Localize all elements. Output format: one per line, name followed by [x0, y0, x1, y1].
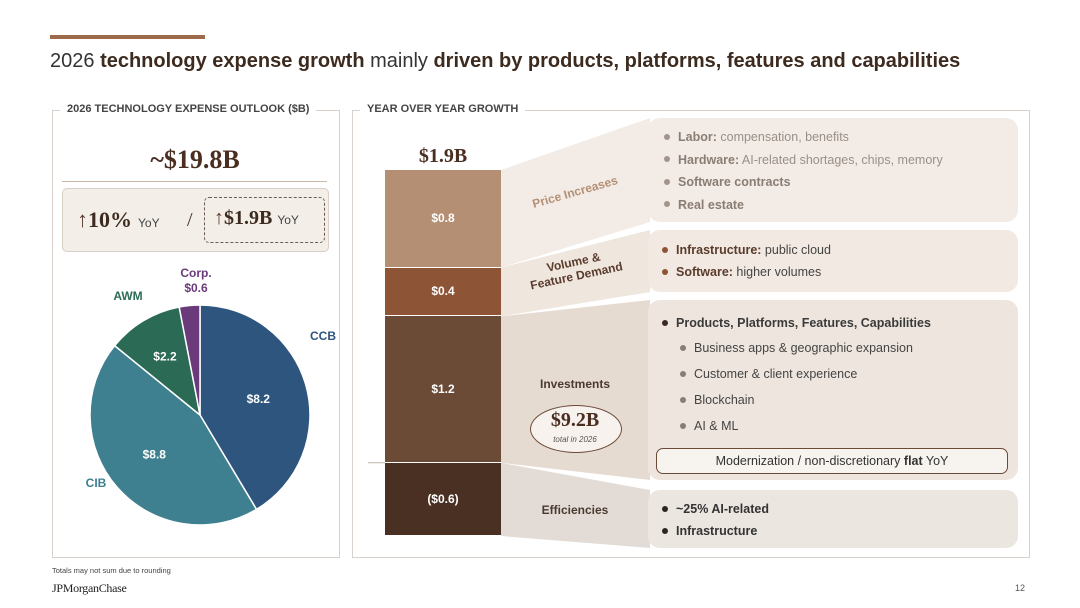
efficiencies-card: [648, 490, 1018, 548]
pie-value-label-cib: $8.8: [143, 448, 167, 462]
category-label-efficiencies: Efficiencies: [541, 503, 609, 517]
up-arrow-icon: ↑: [77, 207, 88, 232]
investments-header: Products, Platforms, Features, Capabilit…: [662, 316, 931, 330]
price-bullet-3: Software contracts: [664, 175, 791, 189]
pie-value-label-awm: $2.2: [153, 349, 177, 363]
right-panel-label: YEAR OVER YEAR GROWTH: [360, 103, 526, 115]
investments-total-badge: [530, 405, 622, 453]
bullet-dot-icon: [664, 178, 670, 185]
left-panel-label: 2026 TECHNOLOGY EXPENSE OUTLOOK ($B): [60, 103, 317, 115]
total-expense: ~$19.8B: [150, 145, 240, 174]
bullet-dot-icon: [680, 370, 686, 377]
volume-bullet-2: Software: higher volumes: [662, 265, 821, 279]
investment-bullet-4: AI & ML: [680, 419, 738, 433]
bullet-dot-icon: [680, 422, 686, 429]
footnote: Totals may not sum due to rounding: [52, 566, 171, 575]
yoy-absolute-box: ↑$1.9B YoY: [204, 197, 325, 243]
efficiency-bullet-1: ~25% AI-related: [662, 502, 769, 516]
price-increases-card: [648, 118, 1018, 222]
yoy-percent: ↑10% YoY: [77, 207, 160, 232]
price-bullet-4: Real estate: [664, 198, 744, 212]
yoy-absolute: ↑$1.9B YoY: [214, 207, 299, 229]
pie-name-label-cib: CIB: [86, 476, 107, 490]
bar-segment-volume: $0.4: [385, 267, 501, 316]
bullet-dot-icon: [662, 246, 668, 253]
pie-value-label-ccb: $8.2: [247, 392, 271, 406]
modernization-box: [656, 448, 1008, 474]
stacked-bar: $0.8 $0.4 $1.2 ($0.6): [385, 0, 501, 608]
pie-slice-cib: [89, 344, 258, 526]
investment-bullet-1: Business apps & geographic expansion: [680, 341, 913, 355]
yoy-separator: /: [187, 209, 193, 231]
right-panel: [352, 110, 1030, 558]
bullet-dot-icon: [662, 527, 668, 534]
investment-bullet-2: Customer & client experience: [680, 367, 857, 381]
bullet-dot-icon: [680, 344, 686, 351]
volume-bullet-1: Infrastructure: public cloud: [662, 243, 831, 257]
price-bullet-1: Labor: compensation, benefits: [664, 130, 849, 144]
yoy-summary-box: ↑10% YoY / ↑$1.9B YoY: [62, 188, 329, 252]
bullet-dot-icon: [664, 156, 670, 163]
pie-name-label-ccb: CCB: [310, 329, 336, 343]
pie-value-label-corp: $0.6: [184, 281, 208, 295]
page-title: 2026 technology expense growth mainly dr…: [50, 50, 961, 72]
bullet-dot-icon: [664, 201, 670, 208]
up-arrow-icon: ↑: [214, 207, 224, 229]
bar-total-label: $1.9B: [418, 145, 468, 167]
pie-slice-ccb: [199, 304, 311, 511]
investments-total-caption: total in 2026: [553, 435, 597, 444]
pie-name-label-awm: AWM: [113, 289, 142, 303]
total-divider: [62, 181, 327, 182]
pie-name-label-corp: Corp.: [180, 266, 211, 280]
price-bullet-2: Hardware: AI-related shortages, chips, m…: [664, 153, 943, 167]
bar-segment-price: $0.8: [385, 170, 501, 267]
bullet-dot-icon: [662, 268, 668, 275]
investment-bullet-3: Blockchain: [680, 393, 754, 407]
bullet-dot-icon: [680, 396, 686, 403]
pie-slice-corp: [178, 304, 201, 416]
company-logo: JPMorganChase: [52, 581, 127, 595]
page-number: 12: [1015, 583, 1026, 593]
connector-band-2: [501, 230, 650, 317]
bullet-dot-icon: [662, 319, 668, 326]
bullet-dot-icon: [662, 505, 668, 512]
category-label-investments: Investments: [539, 377, 611, 391]
volume-card: [648, 230, 1018, 292]
efficiency-bullet-2: Infrastructure: [662, 524, 757, 538]
bar-segment-efficiencies: ($0.6): [385, 462, 501, 535]
title-accent-rule: [50, 35, 205, 39]
connector-band-1: [501, 118, 650, 268]
connector-band-4: [501, 462, 650, 548]
bullet-dot-icon: [664, 133, 670, 140]
investments-total-value: $9.2B: [550, 409, 600, 431]
bar-segment-investments: $1.2: [385, 316, 501, 462]
pie-slice-awm: [113, 306, 202, 417]
modernization-text: Modernization / non-discretionary flat Y…: [715, 454, 949, 468]
